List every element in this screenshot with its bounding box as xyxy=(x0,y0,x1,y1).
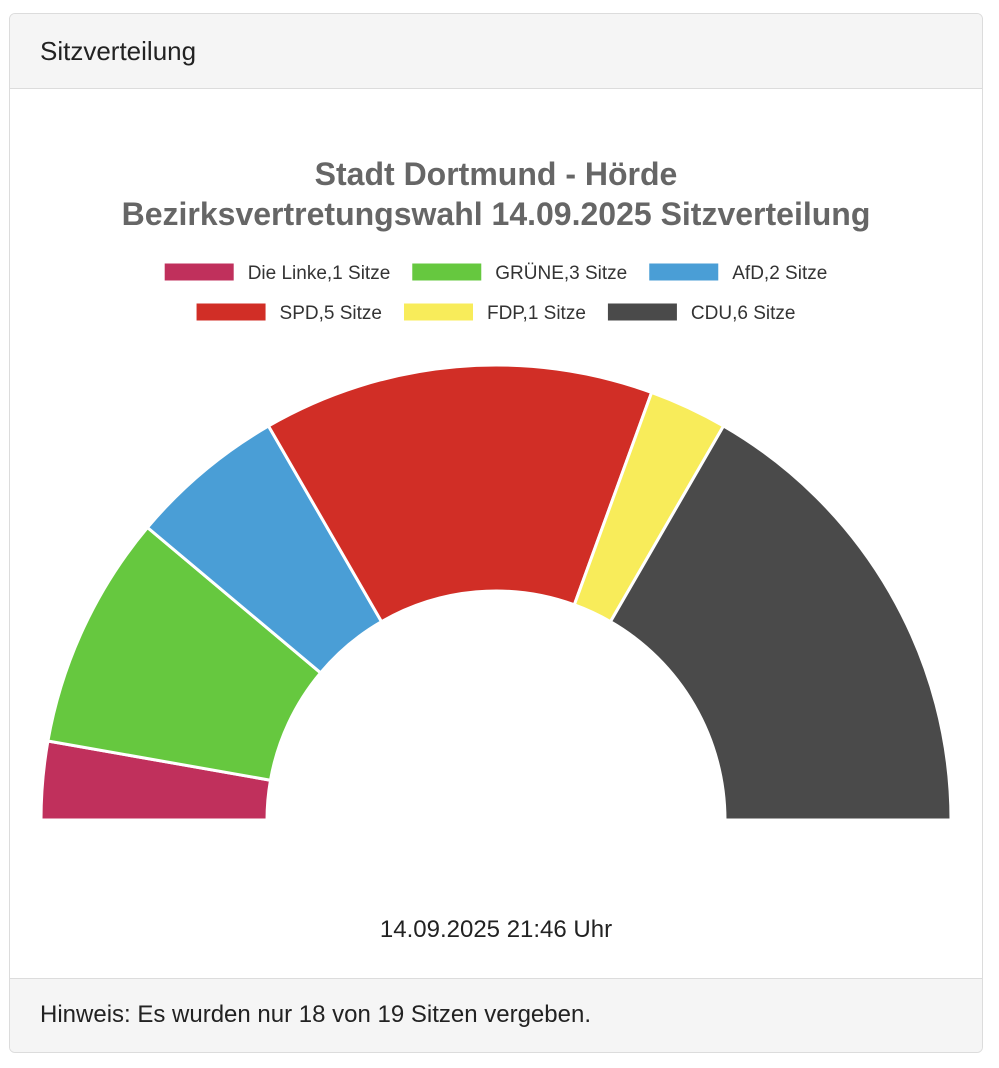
legend-swatch xyxy=(164,263,234,281)
legend-label: AfD,2 Sitze xyxy=(732,263,827,284)
legend-label: SPD,5 Sitze xyxy=(280,303,382,324)
legend-label: Die Linke,1 Sitze xyxy=(248,263,391,284)
legend-item-die-linke[interactable]: Die Linke,1 Sitze xyxy=(164,263,391,284)
legend-label: FDP,1 Sitze xyxy=(487,303,586,324)
legend-swatch xyxy=(412,263,482,281)
legend-swatch xyxy=(196,303,266,321)
chart-title-line-1: Stadt Dortmund - Hörde xyxy=(315,156,678,192)
timestamp: 14.09.2025 21:46 Uhr xyxy=(379,916,613,943)
panel-header: Sitzverteilung xyxy=(10,14,982,89)
legend-swatch xyxy=(403,303,473,321)
panel-footer: Hinweis: Es wurden nur 18 von 19 Sitzen … xyxy=(10,978,982,1052)
footer-note: Hinweis: Es wurden nur 18 von 19 Sitzen … xyxy=(40,1001,591,1028)
panel-body: Stadt Dortmund - Hörde Bezirksvertretungs… xyxy=(10,89,982,979)
legend-item-cdu[interactable]: CDU,6 Sitze xyxy=(607,303,796,324)
seat-distribution-panel: Sitzverteilung Stadt Dortmund - Hörde Bez… xyxy=(9,13,983,1053)
legend-swatch xyxy=(649,263,719,281)
slice-cdu[interactable] xyxy=(609,424,953,822)
slice-spd[interactable] xyxy=(267,363,654,624)
legend-item-grüne[interactable]: GRÜNE,3 Sitze xyxy=(412,263,627,284)
legend-label: CDU,6 Sitze xyxy=(691,303,796,324)
panel-title: Sitzverteilung xyxy=(40,36,197,66)
legend-item-afd[interactable]: AfD,2 Sitze xyxy=(649,263,827,284)
chart-title: Stadt Dortmund - Hörde Bezirksvertretungs… xyxy=(122,156,871,232)
seat-distribution-chart: Stadt Dortmund - Hörde Bezirksvertretungs… xyxy=(39,156,953,822)
chart-title-line-2: Bezirksvertretungswahl 14.09.2025 Sitzve… xyxy=(122,196,871,232)
legend-item-spd[interactable]: SPD,5 Sitze xyxy=(196,303,382,324)
chart-legend: Die Linke,1 Sitze GRÜNE,3 Sitze AfD,2 Sitz… xyxy=(164,263,827,324)
legend-item-fdp[interactable]: FDP,1 Sitze xyxy=(403,303,586,324)
legend-swatch xyxy=(607,303,677,321)
legend-label: GRÜNE,3 Sitze xyxy=(495,263,627,284)
chart-slices xyxy=(39,363,953,822)
